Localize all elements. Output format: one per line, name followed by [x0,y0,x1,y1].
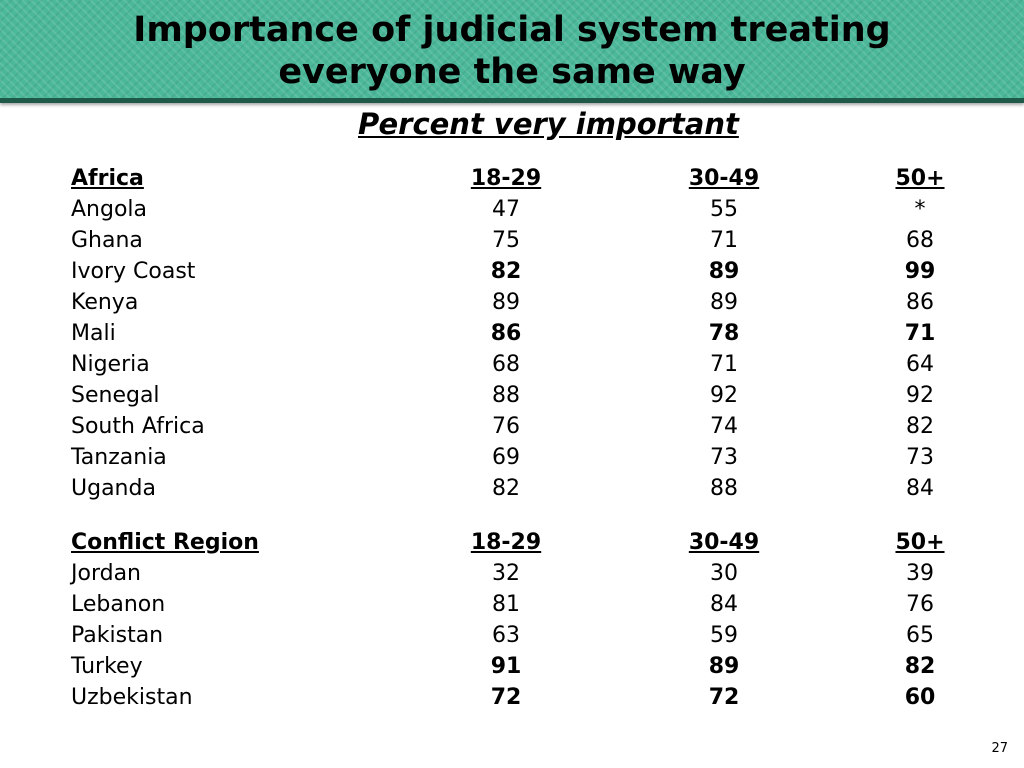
country-cell: Ghana [71,228,143,253]
table-row: Nigeria 68 71 64 [0,349,1024,380]
title-band [0,0,1024,103]
value-cell-50-plus: 64 [906,352,934,377]
value-cell-30-49: 89 [710,290,738,315]
table-row: Kenya 89 89 86 [0,287,1024,318]
column-header: 50+ [895,530,945,555]
value-cell-18-29: 82 [492,476,520,501]
table-row: Ivory Coast 82 89 99 [0,256,1024,287]
value-cell-50-plus: * [914,197,926,222]
value-cell-50-plus: 65 [906,623,934,648]
value-cell-30-49: 73 [710,445,738,470]
value-cell-30-49: 92 [710,383,738,408]
value-cell-18-29: 47 [492,197,520,222]
value-cell-50-plus: 73 [906,445,934,470]
country-cell: Pakistan [71,623,164,648]
value-cell-18-29: 89 [492,290,520,315]
country-cell: Ivory Coast [71,259,196,284]
slide-title-line-1: Importance of judicial system treating [133,10,891,50]
country-cell: Uzbekistan [71,685,193,710]
africa-table: Africa 18-29 30-49 50+ Angola 47 55 * Ghana 7… [0,163,1024,504]
value-cell-50-plus: 60 [904,685,936,710]
column-header: 50+ [895,166,945,191]
value-cell-18-29: 75 [492,228,520,253]
value-cell-30-49: 89 [708,654,740,679]
value-cell-30-49: 89 [708,259,740,284]
value-cell-18-29: 68 [492,352,520,377]
country-cell: Uganda [71,476,156,501]
section-header: Africa [71,166,144,191]
table-row: Lebanon 81 84 76 [0,589,1024,620]
value-cell-50-plus: 84 [906,476,934,501]
column-header: 30-49 [688,166,760,191]
value-cell-50-plus: 82 [906,414,934,439]
value-cell-50-plus: 68 [906,228,934,253]
table-row: Tanzania 69 73 73 [0,442,1024,473]
table-row: South Africa 76 74 82 [0,411,1024,442]
value-cell-50-plus: 92 [906,383,934,408]
country-cell: Angola [71,197,148,222]
value-cell-50-plus: 71 [904,321,936,346]
table-row: Angola 47 55 * [0,194,1024,225]
value-cell-30-49: 71 [710,352,738,377]
table-row: Senegal 88 92 92 [0,380,1024,411]
table-row: Turkey 91 89 82 [0,651,1024,682]
value-cell-50-plus: 86 [906,290,934,315]
conflict-region-table: Conflict Region 18-29 30-49 50+ Jordan 32… [0,527,1024,713]
country-cell: Turkey [71,654,143,679]
slide-title: Importance of judicial system treating e… [0,9,1024,93]
value-cell-30-49: 84 [710,592,738,617]
country-cell: Kenya [71,290,139,315]
value-cell-50-plus: 76 [906,592,934,617]
country-cell: Mali [71,321,116,346]
country-cell: Senegal [71,383,160,408]
value-cell-30-49: 71 [710,228,738,253]
value-cell-18-29: 86 [490,321,522,346]
value-cell-18-29: 69 [492,445,520,470]
value-cell-30-49: 88 [710,476,738,501]
value-cell-18-29: 32 [492,561,520,586]
value-cell-30-49: 59 [710,623,738,648]
table-header-row: Africa 18-29 30-49 50+ [0,163,1024,194]
value-cell-18-29: 63 [492,623,520,648]
value-cell-18-29: 91 [490,654,522,679]
value-cell-18-29: 82 [490,259,522,284]
table-row: Ghana 75 71 68 [0,225,1024,256]
value-cell-50-plus: 82 [904,654,936,679]
column-header: 18-29 [470,166,542,191]
value-cell-30-49: 30 [710,561,738,586]
value-cell-18-29: 72 [490,685,522,710]
value-cell-30-49: 78 [708,321,740,346]
value-cell-30-49: 74 [710,414,738,439]
value-cell-18-29: 81 [492,592,520,617]
table-row: Uzbekistan 72 72 60 [0,682,1024,713]
country-cell: Tanzania [71,445,167,470]
country-cell: South Africa [71,414,205,439]
value-cell-50-plus: 39 [906,561,934,586]
table-row: Uganda 82 88 84 [0,473,1024,504]
column-header: 18-29 [470,530,542,555]
column-header: 30-49 [688,530,760,555]
table-row: Jordan 32 30 39 [0,558,1024,589]
value-cell-18-29: 76 [492,414,520,439]
table-row: Pakistan 63 59 65 [0,620,1024,651]
value-cell-30-49: 55 [710,197,738,222]
value-cell-50-plus: 99 [904,259,936,284]
country-cell: Lebanon [71,592,166,617]
section-header: Conflict Region [71,530,259,555]
page-number: 27 [991,741,1008,756]
value-cell-30-49: 72 [708,685,740,710]
slide-title-line-2: everyone the same way [278,52,746,92]
table-header-row: Conflict Region 18-29 30-49 50+ [0,527,1024,558]
country-cell: Jordan [71,561,141,586]
slide-subtitle: Percent very important [358,107,739,141]
table-row: Mali 86 78 71 [0,318,1024,349]
country-cell: Nigeria [71,352,150,377]
value-cell-18-29: 88 [492,383,520,408]
